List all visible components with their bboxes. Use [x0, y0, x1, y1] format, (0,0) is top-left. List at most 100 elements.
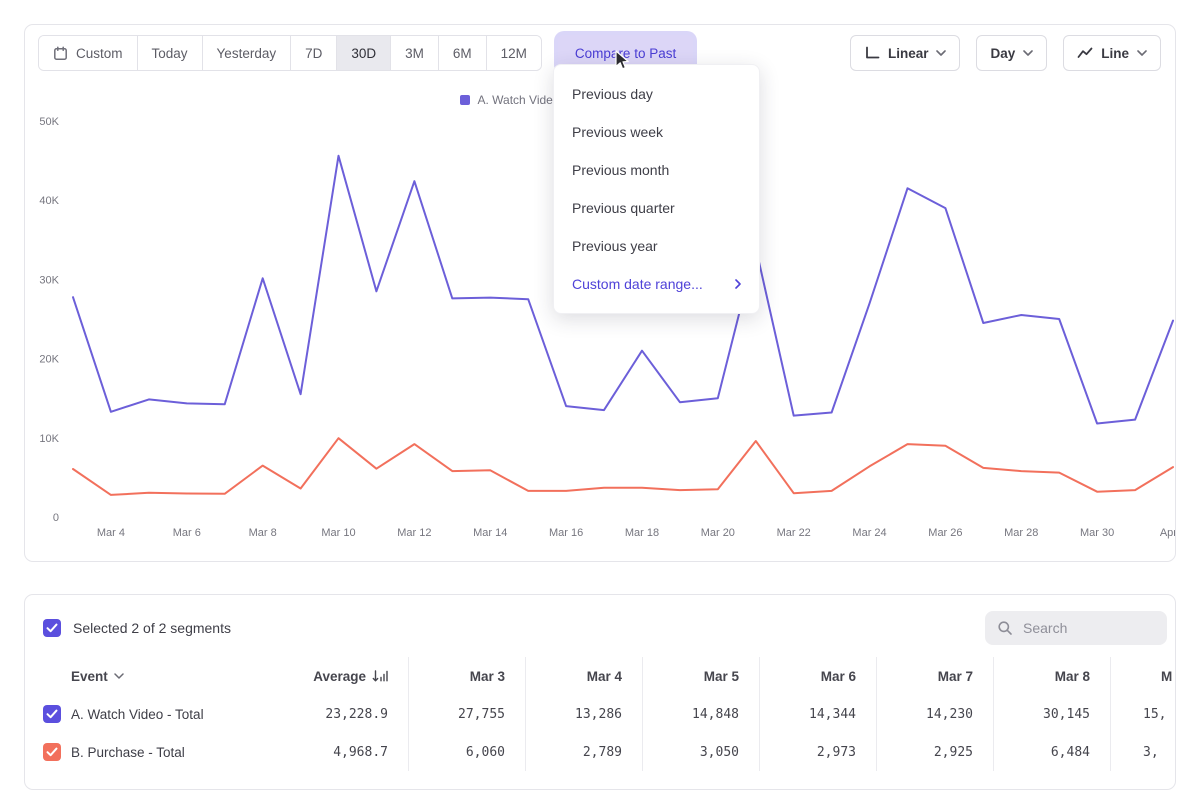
menu-item-previous-day[interactable]: Previous day — [554, 75, 759, 113]
scale-select[interactable]: Linear — [850, 35, 961, 71]
custom-date-range-label: Custom date range... — [572, 276, 703, 292]
range-button-yesterday[interactable]: Yesterday — [202, 36, 291, 70]
svg-text:Mar 22: Mar 22 — [777, 527, 811, 539]
svg-text:50K: 50K — [39, 116, 59, 128]
chevron-down-icon — [1023, 50, 1033, 56]
chart-type-label: Line — [1101, 46, 1129, 61]
segments-table: Event Average Mar 3Mar 4Mar 5Mar 6Mar 7M… — [25, 657, 1175, 771]
date-column-header: Mar 7 — [877, 657, 994, 695]
menu-item-previous-month[interactable]: Previous month — [554, 151, 759, 189]
search-input[interactable] — [1021, 619, 1151, 637]
select-all-checkbox[interactable] — [43, 619, 61, 637]
value-cell: 27,755 — [409, 695, 526, 733]
date-column-header: Mar 5 — [643, 657, 760, 695]
range-button-3m[interactable]: 3M — [390, 36, 438, 70]
value-cell: 6,484 — [994, 733, 1111, 771]
search-icon — [997, 620, 1013, 636]
cut-column-header: M — [1111, 669, 1176, 684]
selected-summary: Selected 2 of 2 segments — [73, 620, 231, 636]
range-button-6m[interactable]: 6M — [438, 36, 486, 70]
value-cell: 14,344 — [760, 695, 877, 733]
svg-text:Mar 6: Mar 6 — [173, 527, 201, 539]
svg-text:20K: 20K — [39, 354, 59, 366]
interval-select[interactable]: Day — [976, 35, 1047, 71]
svg-text:Mar 26: Mar 26 — [928, 527, 962, 539]
scale-label: Linear — [888, 46, 929, 61]
chart-controls: Linear Day Line — [850, 35, 1161, 71]
chart-type-select[interactable]: Line — [1063, 35, 1161, 71]
svg-text:Mar 10: Mar 10 — [321, 527, 355, 539]
range-button-30d[interactable]: 30D — [336, 36, 390, 70]
check-icon — [46, 709, 58, 719]
menu-item-previous-quarter[interactable]: Previous quarter — [554, 189, 759, 227]
date-column-header: Mar 6 — [760, 657, 877, 695]
segments-header-bar: Selected 2 of 2 segments — [25, 595, 1175, 653]
compare-dropdown-menu: Previous dayPrevious weekPrevious monthP… — [553, 64, 760, 314]
svg-text:Mar 28: Mar 28 — [1004, 527, 1038, 539]
average-header-label: Average — [313, 669, 366, 684]
segment-row: B. Purchase - Total 4,968.7 6,0602,7893,… — [25, 733, 1175, 771]
table-header-row: Event Average Mar 3Mar 4Mar 5Mar 6Mar 7M… — [25, 657, 1175, 695]
check-icon — [46, 623, 58, 633]
svg-text:10K: 10K — [39, 433, 59, 445]
svg-text:Mar 12: Mar 12 — [397, 527, 431, 539]
cut-cell: 3, — [1111, 745, 1176, 760]
menu-item-custom-date-range[interactable]: Custom date range... — [554, 265, 759, 303]
svg-text:Mar 30: Mar 30 — [1080, 527, 1114, 539]
svg-text:Mar 16: Mar 16 — [549, 527, 583, 539]
svg-text:30K: 30K — [39, 274, 59, 286]
segments-card: Selected 2 of 2 segments Event Average M… — [24, 594, 1176, 790]
date-column-header: Mar 8 — [994, 657, 1111, 695]
line-chart-icon — [1077, 47, 1093, 59]
chevron-down-icon — [936, 50, 946, 56]
average-column-header[interactable]: Average — [281, 657, 409, 695]
custom-range-button[interactable]: Custom — [39, 36, 137, 70]
custom-range-label: Custom — [76, 46, 123, 61]
calendar-icon — [53, 46, 68, 61]
svg-text:Mar 4: Mar 4 — [97, 527, 125, 539]
segment-checkbox[interactable] — [43, 743, 61, 761]
svg-text:40K: 40K — [39, 195, 59, 207]
average-cell: 23,228.9 — [281, 695, 409, 733]
range-button-today[interactable]: Today — [137, 36, 202, 70]
search-box — [985, 611, 1167, 645]
segment-checkbox[interactable] — [43, 705, 61, 723]
value-cell: 3,050 — [643, 733, 760, 771]
cut-cell: 15, — [1111, 707, 1176, 722]
analytics-page: Custom TodayYesterday7D30D3M6M12M Compar… — [0, 0, 1200, 802]
svg-text:0: 0 — [53, 512, 59, 524]
event-cell: B. Purchase - Total — [25, 743, 281, 761]
event-cell: A. Watch Video - Total — [25, 705, 281, 723]
segment-label: B. Purchase - Total — [71, 745, 185, 760]
menu-item-previous-year[interactable]: Previous year — [554, 227, 759, 265]
chevron-right-icon — [735, 279, 741, 289]
range-button-12m[interactable]: 12M — [486, 36, 541, 70]
svg-text:Mar 20: Mar 20 — [701, 527, 735, 539]
svg-text:Mar 18: Mar 18 — [625, 527, 659, 539]
check-icon — [46, 747, 58, 757]
value-cell: 2,925 — [877, 733, 994, 771]
svg-text:Mar 24: Mar 24 — [852, 527, 886, 539]
value-cell: 14,848 — [643, 695, 760, 733]
svg-text:Apr 1: Apr 1 — [1160, 527, 1176, 539]
table-body: A. Watch Video - Total 23,228.9 27,75513… — [25, 695, 1175, 771]
value-cell: 13,286 — [526, 695, 643, 733]
interval-label: Day — [990, 46, 1015, 61]
average-cell: 4,968.7 — [281, 733, 409, 771]
event-column-header[interactable]: Event — [25, 669, 281, 684]
menu-item-previous-week[interactable]: Previous week — [554, 113, 759, 151]
segment-label: A. Watch Video - Total — [71, 707, 204, 722]
value-cell: 30,145 — [994, 695, 1111, 733]
date-range-group: Custom TodayYesterday7D30D3M6M12M — [38, 35, 542, 71]
value-cell: 2,789 — [526, 733, 643, 771]
svg-text:Mar 14: Mar 14 — [473, 527, 507, 539]
event-header-label: Event — [71, 669, 108, 684]
date-column-header: Mar 3 — [409, 657, 526, 695]
value-cell: 14,230 — [877, 695, 994, 733]
range-button-7d[interactable]: 7D — [290, 36, 336, 70]
segment-row: A. Watch Video - Total 23,228.9 27,75513… — [25, 695, 1175, 733]
sort-descending-icon — [372, 670, 388, 683]
value-cell: 6,060 — [409, 733, 526, 771]
chevron-down-icon — [1137, 50, 1147, 56]
chevron-down-icon — [114, 673, 124, 679]
